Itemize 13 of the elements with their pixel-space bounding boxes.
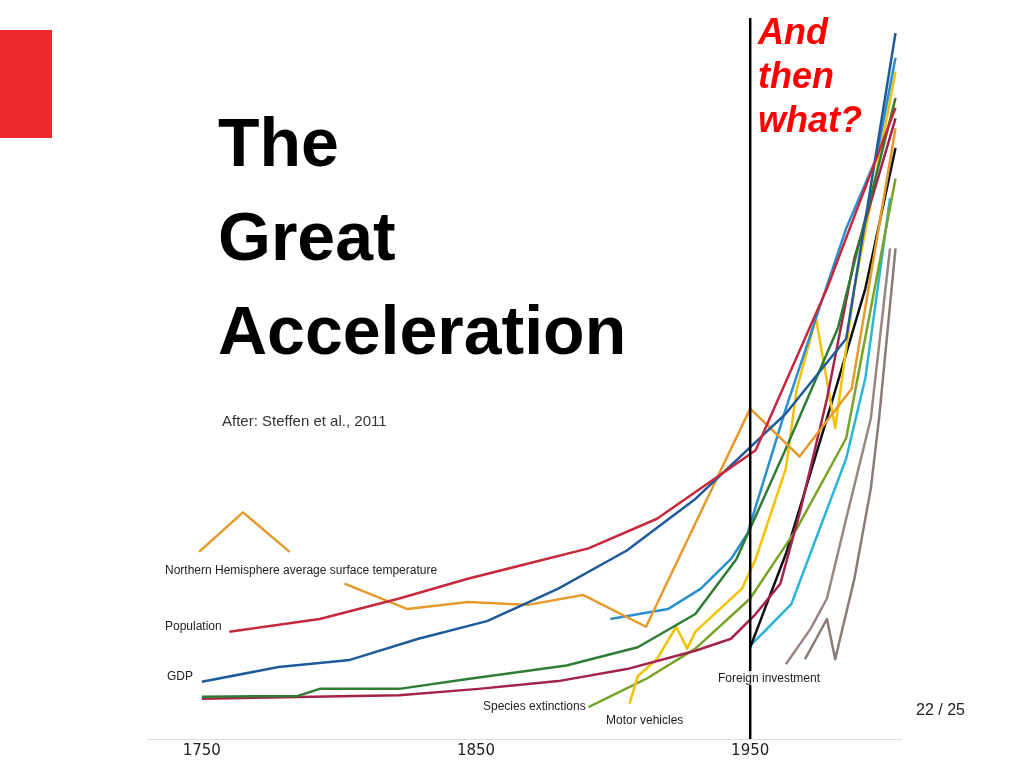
x-tick-label: 1950 xyxy=(731,740,770,759)
annotation: GDP xyxy=(167,669,194,683)
text: The Great Acceleration xyxy=(218,103,627,370)
annotation: Foreign investment xyxy=(718,671,821,685)
annotation: Species extinctions xyxy=(483,699,586,713)
annotation: Northern Hemisphere average surface temperature xyxy=(165,563,438,577)
text: After: Steffen et al., 2011 xyxy=(222,412,387,429)
x-tick-label: 1850 xyxy=(456,740,496,759)
text: 22 / 25 xyxy=(916,701,965,719)
annotation: Population xyxy=(165,619,222,633)
annotation: And then what? xyxy=(758,10,868,142)
annotation: Motor vehicles xyxy=(606,713,684,727)
x-tick-label: 1750 xyxy=(182,740,221,759)
